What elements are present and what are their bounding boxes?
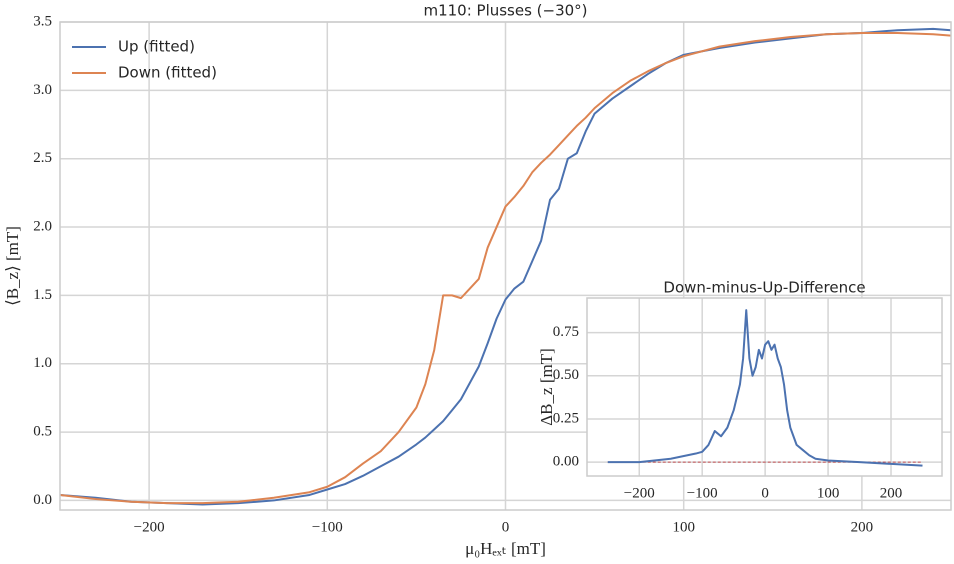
- x-tick-label: 200: [880, 485, 903, 501]
- chart-title: m110: Plusses (−30°): [423, 2, 587, 20]
- y-tick-label: 0.00: [553, 454, 579, 470]
- x-tick-label: 0: [761, 485, 769, 501]
- legend-label: Up (fitted): [118, 38, 195, 56]
- x-axis-label: μ₀Hₑₓₜ [mT]: [465, 539, 546, 558]
- y-tick-label: 2.0: [33, 218, 52, 234]
- y-tick-label: 1.5: [33, 287, 52, 303]
- data-line: [60, 31, 951, 505]
- axes-frame: [586, 297, 943, 477]
- y-tick-label: 0.5: [33, 424, 52, 440]
- y-tick-label: 3.5: [33, 13, 52, 29]
- chart-title: Down-minus-Up-Difference: [663, 279, 865, 297]
- y-tick-label: 1.0: [33, 355, 52, 371]
- x-tick-label: 100: [672, 519, 695, 535]
- x-tick-label: −200: [624, 485, 655, 501]
- y-tick-label: 2.5: [33, 150, 52, 166]
- y-axis-label: ΔB_z [mT]: [537, 348, 556, 426]
- x-tick-label: −200: [134, 519, 165, 535]
- x-tick-label: 100: [817, 485, 840, 501]
- y-tick-label: 0.50: [553, 367, 579, 383]
- y-tick-label: 3.0: [33, 82, 52, 98]
- x-tick-label: −100: [687, 485, 718, 501]
- data-line: [607, 309, 923, 467]
- y-axis-label: ⟨B_z⟩ [mT]: [3, 226, 22, 306]
- y-tick-label: 0.25: [553, 410, 579, 426]
- axes-frame: [59, 21, 952, 511]
- legend-label: Down (fitted): [118, 64, 217, 82]
- x-tick-label: −100: [312, 519, 343, 535]
- x-tick-label: 0: [502, 519, 510, 535]
- x-tick-label: 200: [851, 519, 874, 535]
- y-tick-label: 0.75: [553, 324, 579, 340]
- y-tick-label: 0.0: [33, 492, 52, 508]
